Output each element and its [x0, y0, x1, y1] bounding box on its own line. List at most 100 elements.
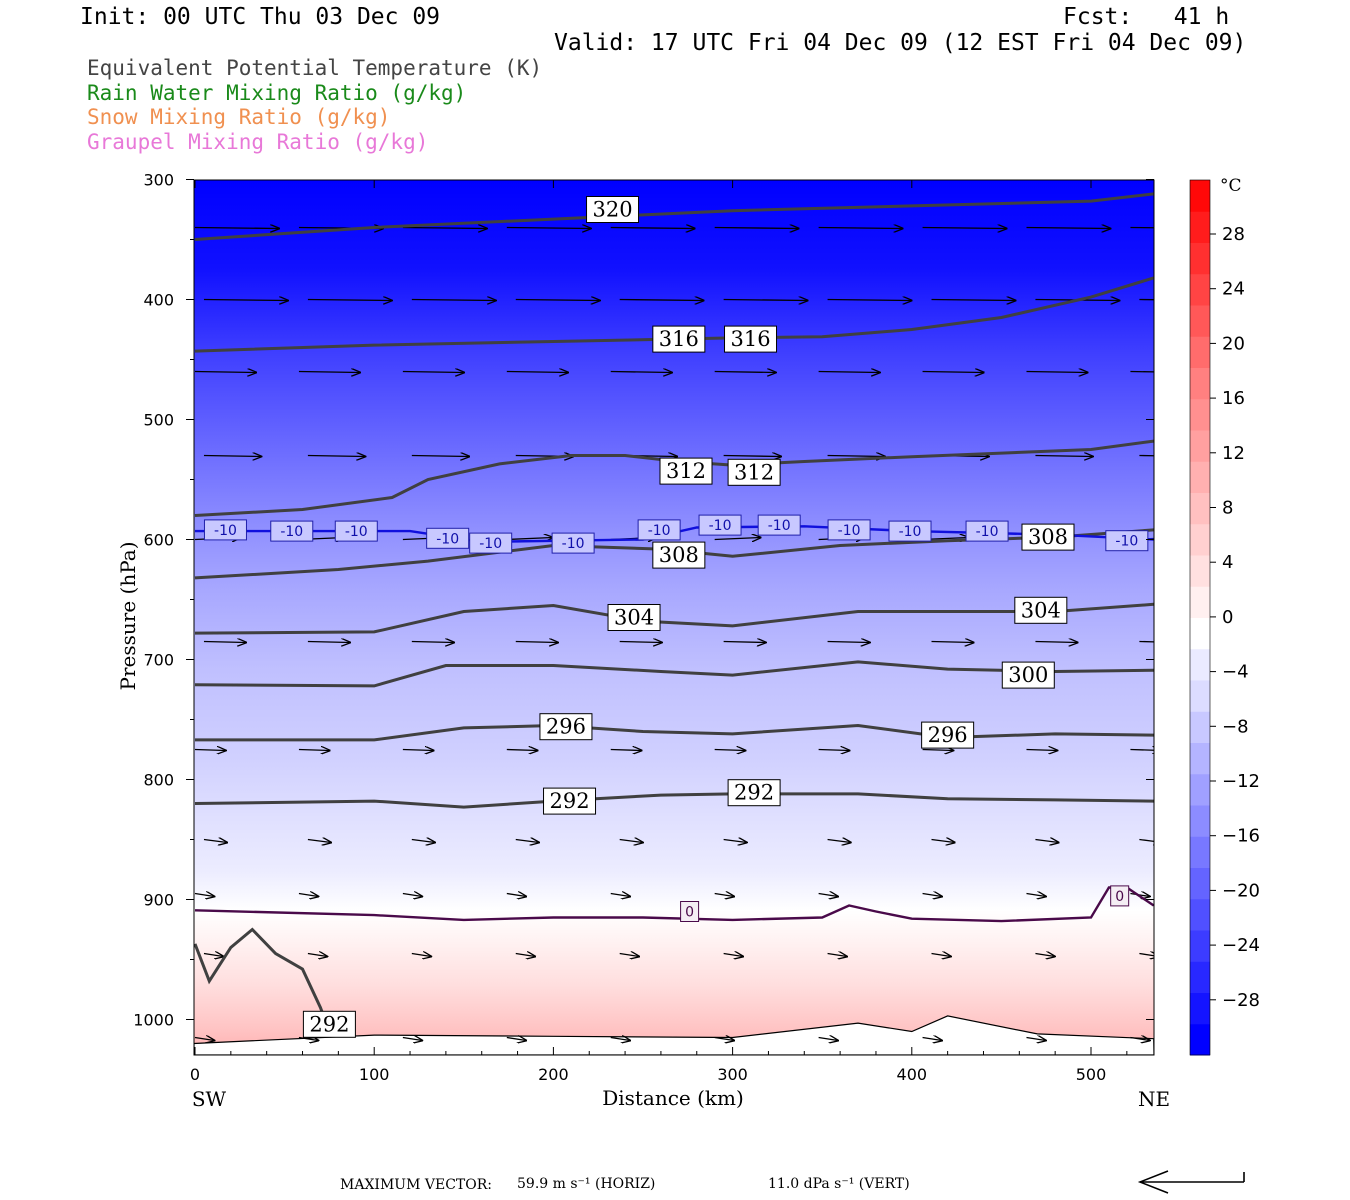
theta-e-label: 308 [1028, 525, 1068, 549]
colorbar-tick-label: −28 [1222, 990, 1260, 1011]
wind-vector-arrow [610, 372, 672, 373]
wind-vector-arrow [619, 840, 643, 843]
wind-vector-arrow [515, 840, 539, 843]
temperature-label-box [270, 520, 314, 542]
colorbar-swatch [1190, 992, 1210, 1025]
wind-vector-arrow [298, 1038, 318, 1041]
wind-vector-arrow [714, 538, 761, 540]
colorbar-swatch [1190, 805, 1210, 837]
colorbar-swatch [1190, 836, 1210, 868]
wind-vector-arrow [506, 538, 553, 540]
colorbar-tick-label: 4 [1222, 552, 1233, 573]
colorbar-swatch [1190, 961, 1210, 993]
wind-vector-arrow [827, 840, 851, 843]
theta-e-contour-line [194, 439, 1154, 517]
colorbar-tick-label: 28 [1222, 224, 1245, 245]
wind-vector-arrow [1130, 1038, 1149, 1041]
theta-e-label-box [539, 713, 593, 741]
colorbar-tick-label: 8 [1222, 498, 1233, 519]
wind-vector-arrow [1035, 840, 1058, 843]
theta-e-label-box [1014, 596, 1068, 624]
temperature-label-box [965, 520, 1009, 542]
theta-e-label: 320 [592, 198, 632, 222]
colorbar-swatch [1190, 648, 1210, 681]
theta-e-contour-line [194, 602, 1154, 635]
y-tick-label: 400 [143, 291, 174, 310]
y-axis-title: Pressure (hPa) [116, 542, 140, 691]
wind-vector-arrow [402, 372, 464, 373]
colorbar-swatch [1190, 211, 1210, 243]
wind-vector-arrow [1130, 226, 1154, 229]
theta-e-label-box [652, 541, 706, 569]
colorbar-swatch [1190, 273, 1210, 306]
wind-vector-arrow [723, 954, 743, 957]
theta-e-label-box [1021, 523, 1075, 551]
x-tick-label: 500 [1076, 1065, 1107, 1084]
wind-vector-arrow [411, 840, 435, 843]
wind-vector-arrow [298, 894, 318, 897]
theta-e-label: 312 [734, 460, 774, 484]
wind-vector-arrow [1139, 840, 1154, 843]
theta-e-contour-line [194, 660, 1154, 688]
theta-e-label-box [302, 1010, 356, 1038]
y-tick-label: 600 [143, 531, 174, 550]
theta-e-label: 304 [1021, 598, 1061, 622]
theta-e-contour-line [195, 723, 1154, 742]
colorbar-swatch [1190, 586, 1210, 618]
wind-vector-arrow [203, 300, 288, 301]
reference-vector-head [1137, 1170, 1169, 1194]
temperature-label-box [334, 520, 378, 542]
wind-vector-arrow [922, 228, 1007, 229]
wind-vector-arrow [203, 642, 246, 643]
temperature-label: -10 [436, 531, 459, 547]
wind-vector-arrow [194, 894, 214, 897]
valid-time-label: Valid: 17 UTC Fri 04 Dec 09 (12 EST Fri … [554, 30, 1247, 56]
wind-vector-arrow [298, 372, 360, 373]
wind-vector-arrow [298, 750, 330, 751]
wind-vector-arrow [723, 840, 747, 843]
wind-vector-arrow [194, 228, 279, 229]
y-tick-label: 900 [143, 891, 174, 910]
temperature-label: -10 [899, 524, 922, 540]
theta-e-contour-line [194, 927, 331, 1033]
temperature-label: -10 [280, 524, 303, 540]
colorbar-swatch [1190, 242, 1210, 275]
wind-vector-arrow [931, 642, 974, 643]
legend-entry: Snow Mixing Ratio (g/kg) [87, 105, 391, 129]
colorbar-swatch [1190, 492, 1210, 525]
colorbar-swatch [1190, 398, 1210, 431]
wind-vector-arrow [1130, 750, 1154, 751]
colorbar-swatch [1190, 430, 1210, 462]
colorbar-swatch [1190, 555, 1210, 587]
temperature-label: -10 [1115, 534, 1138, 550]
wind-vector-arrow [610, 228, 695, 229]
theta-e-label-box [607, 604, 661, 631]
colorbar-swatch [1190, 336, 1210, 368]
plot-frame [193, 179, 1155, 1056]
wind-vector-arrow [818, 228, 903, 229]
theta-e-label: 316 [659, 327, 699, 351]
temperature-label: 0 [1115, 889, 1124, 905]
temperature-label: -10 [479, 536, 502, 552]
wind-vector-arrow [307, 840, 331, 843]
x-tick-label: 200 [538, 1065, 569, 1084]
wind-vector-arrow [610, 1038, 630, 1041]
wind-vector-arrow [1139, 954, 1154, 957]
theta-e-contour-line [194, 792, 1154, 809]
theta-e-label: 316 [730, 327, 770, 351]
wind-vector-arrow [818, 372, 880, 373]
wind-vector-arrow [931, 840, 955, 843]
wind-vector-arrow [619, 300, 704, 301]
wind-vector-arrow [818, 894, 838, 897]
temperature-label-box [888, 520, 932, 542]
temperature-contour-line [194, 886, 1154, 923]
legend-entry: Equivalent Potential Temperature (K) [87, 56, 543, 80]
colorbar-frame [1189, 179, 1211, 1056]
wind-vector-arrow [515, 300, 600, 301]
maximum-vector-label: MAXIMUM VECTOR: [340, 1177, 492, 1193]
wind-vector-arrow [610, 750, 642, 751]
wind-vector-arrow [402, 894, 422, 897]
wind-vector-arrow [827, 300, 912, 301]
theta-e-label: 312 [666, 459, 706, 483]
colorbar-tick-label: 16 [1222, 388, 1245, 409]
